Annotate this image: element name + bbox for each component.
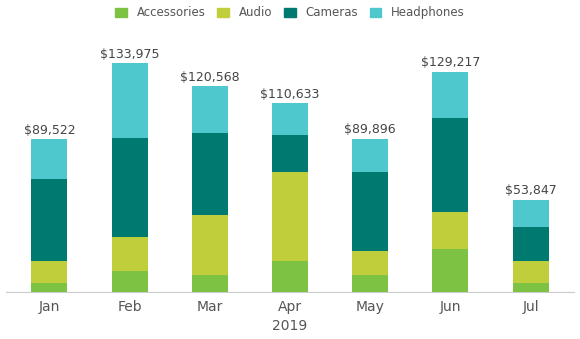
Bar bbox=[111, 138, 148, 237]
Bar bbox=[513, 227, 549, 261]
Bar bbox=[513, 261, 549, 283]
Legend: Accessories, Audio, Cameras, Headphones: Accessories, Audio, Cameras, Headphones bbox=[115, 6, 465, 19]
Bar bbox=[272, 173, 308, 261]
Bar bbox=[192, 215, 228, 275]
Bar bbox=[31, 179, 67, 261]
Bar bbox=[352, 275, 388, 292]
Bar bbox=[432, 249, 469, 292]
Text: $129,217: $129,217 bbox=[420, 56, 480, 69]
Bar bbox=[513, 200, 549, 227]
Bar bbox=[31, 139, 67, 179]
Bar bbox=[192, 275, 228, 292]
Text: $133,975: $133,975 bbox=[100, 48, 160, 61]
Bar bbox=[352, 251, 388, 275]
Bar bbox=[432, 212, 469, 249]
Bar bbox=[111, 237, 148, 271]
Bar bbox=[31, 283, 67, 292]
Bar bbox=[31, 261, 67, 283]
Bar bbox=[352, 173, 388, 251]
Bar bbox=[192, 133, 228, 215]
Bar bbox=[272, 103, 308, 135]
Text: $53,847: $53,847 bbox=[505, 184, 556, 197]
X-axis label: 2019: 2019 bbox=[273, 319, 307, 334]
Bar bbox=[272, 135, 308, 173]
Bar bbox=[111, 63, 148, 138]
Text: $89,896: $89,896 bbox=[345, 123, 396, 136]
Bar bbox=[272, 261, 308, 292]
Text: $89,522: $89,522 bbox=[24, 124, 75, 137]
Bar bbox=[432, 72, 469, 118]
Bar bbox=[513, 283, 549, 292]
Text: $120,568: $120,568 bbox=[180, 71, 240, 84]
Bar bbox=[432, 118, 469, 212]
Bar bbox=[352, 139, 388, 173]
Bar bbox=[111, 271, 148, 292]
Text: $110,633: $110,633 bbox=[260, 88, 320, 101]
Bar bbox=[192, 86, 228, 133]
